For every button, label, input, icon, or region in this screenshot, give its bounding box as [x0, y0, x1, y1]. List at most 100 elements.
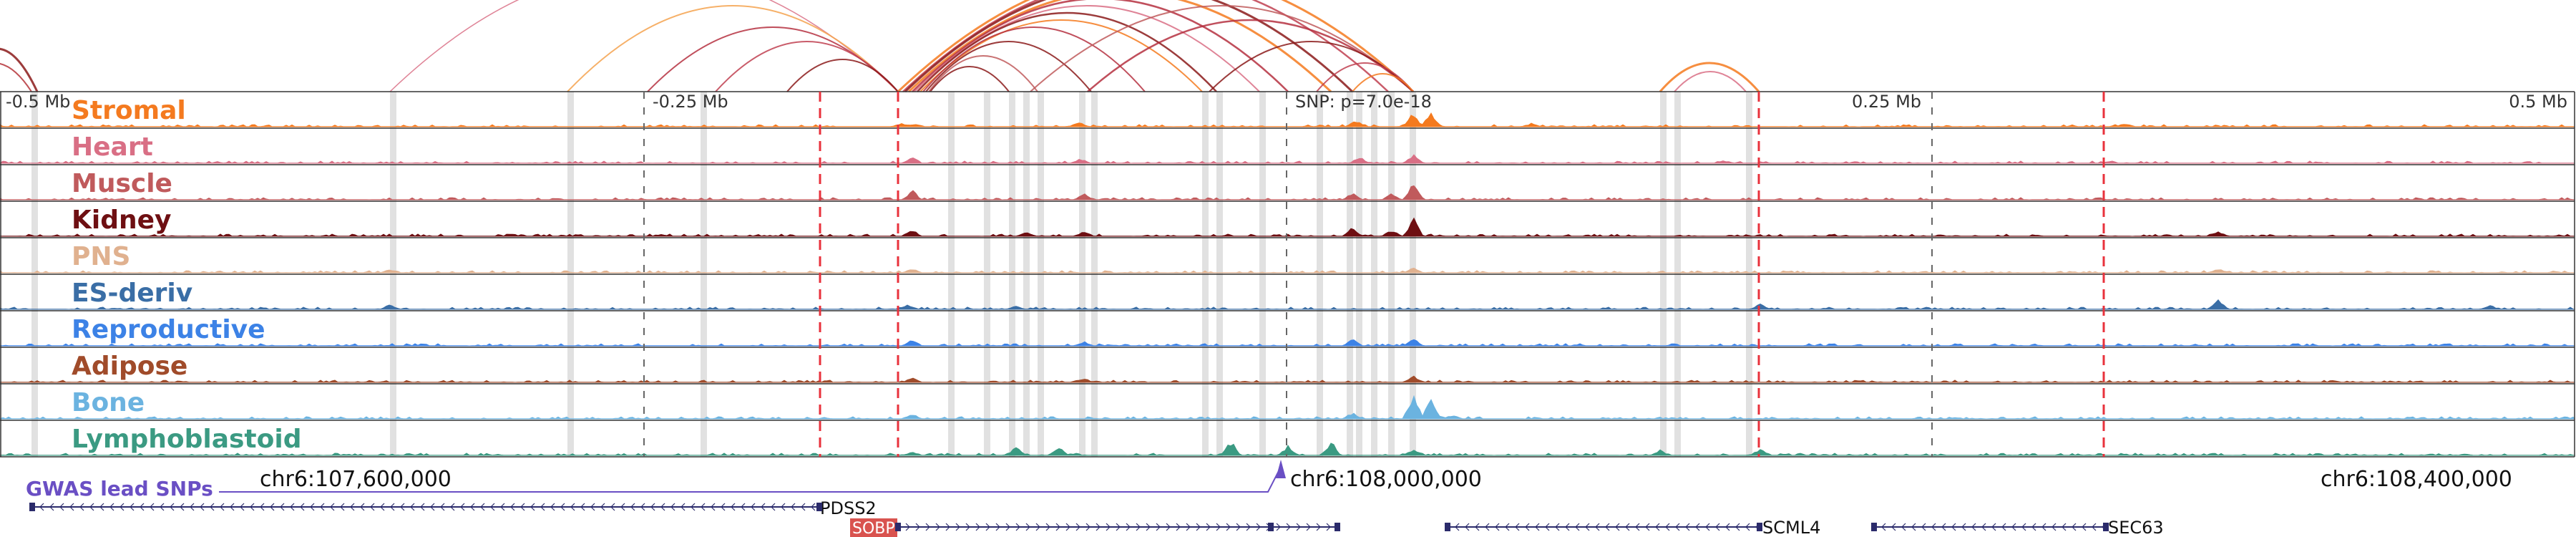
- strand-chevron: [270, 503, 275, 511]
- strand-chevron: [1625, 523, 1630, 531]
- signal-area: [0, 267, 2575, 274]
- gene-exon: [1268, 523, 1274, 531]
- loop-arc-24: [1659, 62, 1760, 92]
- strand-chevron: [450, 503, 455, 511]
- strand-chevron: [350, 503, 355, 511]
- sobp-highlight-box: [850, 518, 897, 537]
- strand-chevron: [1545, 523, 1550, 531]
- gene-exon: [2103, 523, 2109, 531]
- strand-chevron: [540, 503, 545, 511]
- signal-area: [0, 375, 2575, 383]
- loop-arc-25: [1674, 71, 1747, 92]
- coord-label-107600000: chr6:107,600,000: [260, 467, 452, 492]
- signal-area: [0, 299, 2575, 310]
- track-label-kidney: Kidney: [72, 205, 172, 235]
- strand-chevron: [975, 523, 980, 531]
- offset-ruler: -0.5 Mb -0.25 Mb SNP: p=7.0e-18 0.25 Mb …: [6, 92, 2567, 112]
- coordinate-labels: chr6:107,600,000 chr6:108,000,000 chr6:1…: [260, 467, 2512, 492]
- strand-chevron: [400, 503, 405, 511]
- strand-chevron: [1635, 523, 1640, 531]
- strand-chevron: [771, 503, 776, 511]
- strand-chevron: [39, 503, 44, 511]
- gene-annotation-track: PDSS2 SOBP SCML4 SEC63: [29, 498, 2164, 537]
- strand-chevron: [1881, 523, 1886, 531]
- loop-arc-19: [1030, 5, 1414, 92]
- strand-chevron: [1705, 523, 1710, 531]
- signal-area: [0, 339, 2575, 347]
- track-label-stromal: Stromal: [72, 96, 186, 125]
- strand-chevron: [721, 503, 726, 511]
- gene-scml4: [1445, 523, 1762, 531]
- strand-chevron: [905, 523, 910, 531]
- strand-chevron: [1246, 523, 1251, 531]
- loop-arc-10: [907, 0, 1332, 93]
- strand-chevron: [390, 503, 395, 511]
- loop-arc-7: [897, 0, 1415, 93]
- strand-chevron: [410, 503, 415, 511]
- track-label-muscle: Muscle: [72, 169, 172, 198]
- strand-chevron: [751, 503, 756, 511]
- signal-area: [0, 217, 2575, 237]
- strand-chevron: [1156, 523, 1161, 531]
- strand-chevron: [1535, 523, 1540, 531]
- strand-chevron: [1236, 523, 1241, 531]
- signal-track-bone: [0, 383, 2576, 420]
- strand-chevron: [1901, 523, 1906, 531]
- strand-chevron: [160, 503, 165, 511]
- strand-chevron: [1005, 523, 1010, 531]
- strand-chevron: [440, 503, 445, 511]
- strand-chevron: [1216, 523, 1221, 531]
- strand-chevron: [69, 503, 74, 511]
- strand-chevron: [510, 503, 515, 511]
- strand-chevron: [1735, 523, 1740, 531]
- strand-chevron: [1126, 523, 1131, 531]
- loop-arc-0: [0, 47, 39, 92]
- loop-arc-22: [1316, 62, 1414, 92]
- strand-chevron: [530, 503, 535, 511]
- strand-chevron: [811, 503, 816, 511]
- offset-label-left: -0.5 Mb: [6, 92, 70, 112]
- strand-chevron: [79, 503, 84, 511]
- strand-chevron: [2062, 523, 2067, 531]
- strand-chevron: [200, 503, 205, 511]
- gene-sec63: [1871, 523, 2109, 531]
- strand-chevron: [300, 503, 305, 511]
- strand-chevron: [140, 503, 145, 511]
- strand-chevron: [1891, 523, 1896, 531]
- strand-chevron: [791, 503, 796, 511]
- strand-chevron: [480, 503, 485, 511]
- strand-chevron: [2031, 523, 2036, 531]
- strand-chevron: [550, 503, 555, 511]
- strand-chevron: [650, 503, 655, 511]
- strand-chevron: [1515, 523, 1520, 531]
- strand-chevron: [590, 503, 595, 511]
- strand-chevron: [945, 523, 950, 531]
- strand-chevron: [190, 503, 195, 511]
- strand-chevron: [1206, 523, 1211, 531]
- strand-chevron: [290, 503, 295, 511]
- track-label-adipose: Adipose: [72, 352, 187, 381]
- strand-chevron: [1316, 523, 1321, 531]
- gwas-lead-snps-label: GWAS lead SNPs: [26, 477, 213, 500]
- strand-chevron: [109, 503, 114, 511]
- signal-track-kidney: [0, 200, 2575, 237]
- offset-label-right-mid: 0.25 Mb: [1852, 92, 1921, 112]
- strand-chevron: [1075, 523, 1080, 531]
- snp-pvalue-label: SNP: p=7.0e-18: [1295, 92, 1432, 112]
- strand-chevron: [600, 503, 605, 511]
- track-label-heart: Heart: [72, 132, 153, 162]
- signal-area: [0, 185, 2575, 200]
- strand-chevron: [130, 503, 135, 511]
- strand-chevron: [610, 503, 615, 511]
- gene-exon: [1445, 523, 1450, 531]
- strand-chevron: [170, 503, 175, 511]
- strand-chevron: [1495, 523, 1500, 531]
- strand-chevron: [119, 503, 125, 511]
- loop-arc-2: [389, 0, 899, 92]
- strand-chevron: [995, 523, 1000, 531]
- loop-arc-6: [786, 59, 899, 92]
- gwas-connector-line: [219, 466, 1282, 493]
- strand-chevron: [630, 503, 635, 511]
